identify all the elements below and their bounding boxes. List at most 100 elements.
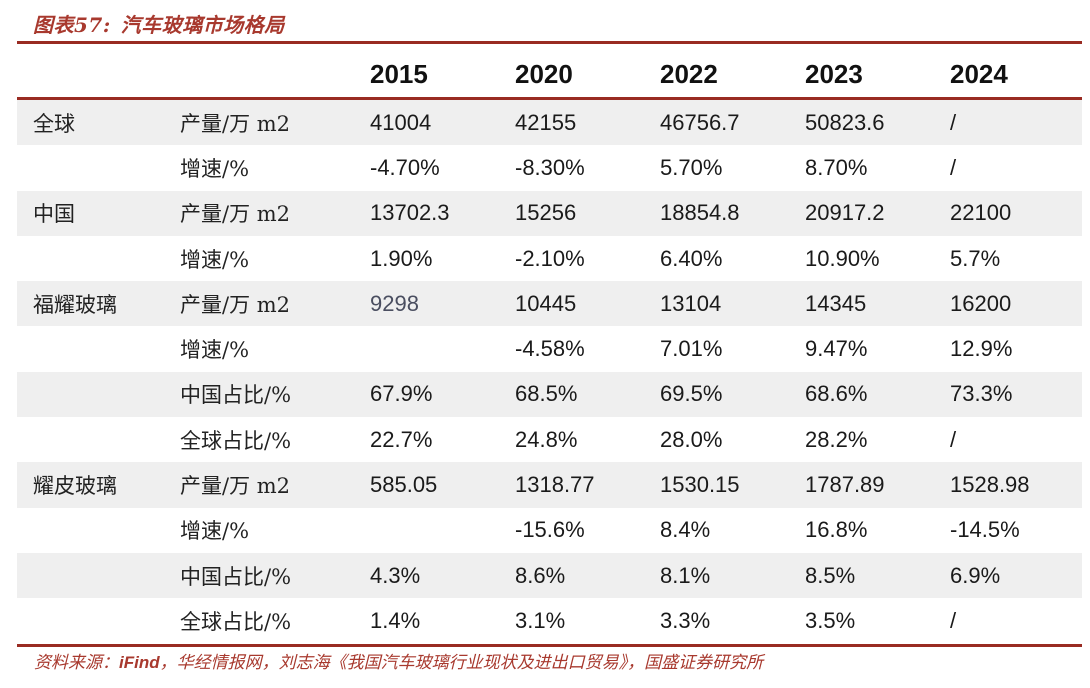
table-row: 增速/% -15.6% 8.4% 16.8% -14.5% [17, 508, 1082, 553]
cell-highlighted: 9298 [370, 290, 419, 316]
row-metric-label: 产量/万 m2 [180, 202, 291, 227]
cell: 1.4% [370, 607, 421, 633]
cell: 9.47% [805, 336, 868, 362]
cell: -15.6% [515, 517, 585, 543]
cell: 1318.77 [515, 472, 595, 498]
cell: 50823.6 [805, 109, 885, 135]
cell: 68.5% [515, 381, 578, 407]
table-row: 福耀玻璃 产量/万 m2 9298 10445 13104 14345 1620… [17, 281, 1082, 327]
cell: 1530.15 [660, 472, 740, 498]
cell: 42155 [515, 109, 577, 135]
cell: 3.5% [805, 607, 856, 633]
table-bottom-rule [17, 643, 1082, 647]
cell: 16200 [950, 290, 1012, 316]
table-top-rule [17, 41, 1082, 44]
row-group-label: 中国 [33, 202, 75, 227]
cell: 8.6% [515, 562, 566, 588]
cell: 5.70% [660, 154, 723, 180]
cell: 13104 [660, 290, 722, 316]
cell: 1787.89 [805, 472, 885, 498]
cell: 15256 [515, 200, 577, 226]
cell: 28.2% [805, 426, 868, 452]
row-metric-label: 增速/% [180, 247, 250, 272]
cell: 3.1% [515, 607, 566, 633]
cell: 22100 [950, 200, 1012, 226]
table-header-row: 2015 2020 2022 2023 2024 [17, 44, 1082, 97]
row-metric-label: 中国占比/% [180, 383, 292, 408]
cell: 16.8% [805, 517, 868, 543]
cell: 1.90% [370, 245, 433, 271]
cell: 6.40% [660, 245, 723, 271]
row-group-label: 福耀玻璃 [33, 292, 117, 317]
cell: 13702.3 [370, 200, 450, 226]
table-row: 中国 产量/万 m2 13702.3 15256 18854.8 20917.2… [17, 190, 1082, 236]
cell: -4.70% [370, 154, 440, 180]
cell: / [950, 607, 957, 633]
figure-caption: 图表57: 汽车玻璃市场格局 [33, 9, 285, 38]
row-metric-label: 产量/万 m2 [180, 474, 291, 499]
table-row: 中国占比/% 4.3% 8.6% 8.1% 8.5% 6.9% [17, 552, 1082, 599]
table-row: 全球 产量/万 m2 41004 42155 46756.7 50823.6 / [17, 100, 1082, 146]
cell: 68.6% [805, 381, 868, 407]
source-note: 资料来源：iFind，华经情报网，刘志海《我国汽车玻璃行业现状及进出口贸易》，国… [34, 648, 763, 673]
cell: 14345 [805, 290, 867, 316]
cell: 41004 [370, 109, 432, 135]
source-rest: ，华经情报网，刘志海《我国汽车玻璃行业现状及进出口贸易》，国盛证券研究所 [159, 653, 764, 673]
column-header-2022: 2022 [660, 59, 718, 89]
column-header-2024: 2024 [950, 59, 1008, 89]
cell: 67.9% [370, 381, 433, 407]
row-metric-label: 产量/万 m2 [180, 111, 291, 136]
table-row: 增速/% -4.70% -8.30% 5.70% 8.70% / [17, 145, 1082, 190]
source-ifind: iFind [119, 653, 160, 672]
header-divider-rule [17, 97, 1082, 100]
column-header-2015: 2015 [370, 59, 428, 89]
row-group-label: 耀皮玻璃 [33, 474, 117, 499]
row-metric-label: 中国占比/% [180, 564, 292, 589]
table-row: 全球占比/% 22.7% 24.8% 28.0% 28.2% / [17, 417, 1082, 462]
table-row: 全球占比/% 1.4% 3.1% 3.3% 3.5% / [17, 598, 1082, 643]
cell: 18854.8 [660, 200, 740, 226]
table-row: 增速/% -4.58% 7.01% 9.47% 12.9% [17, 326, 1082, 371]
cell: 7.01% [660, 336, 723, 362]
cell: 1528.98 [950, 472, 1030, 498]
cell: / [950, 426, 957, 452]
row-metric-label: 全球占比/% [180, 428, 292, 453]
row-metric-label: 产量/万 m2 [180, 292, 291, 317]
cell: 8.5% [805, 562, 856, 588]
table-row: 中国占比/% 67.9% 68.5% 69.5% 68.6% 73.3% [17, 371, 1082, 418]
row-group-label: 全球 [33, 111, 75, 136]
table-row: 耀皮玻璃 产量/万 m2 585.05 1318.77 1530.15 1787… [17, 462, 1082, 508]
cell: 5.7% [950, 245, 1001, 271]
cell: 12.9% [950, 336, 1013, 362]
cell: / [950, 109, 957, 135]
cell: / [950, 154, 957, 180]
cell: 10445 [515, 290, 577, 316]
data-table: 2015 2020 2022 2023 2024 全球 产量/万 m2 4100… [17, 41, 1082, 647]
row-metric-label: 全球占比/% [180, 609, 292, 634]
cell: 73.3% [950, 381, 1013, 407]
cell: -2.10% [515, 245, 585, 271]
cell: 4.3% [370, 562, 421, 588]
cell: 8.4% [660, 517, 711, 543]
row-metric-label: 增速/% [180, 338, 250, 363]
cell: -4.58% [515, 336, 585, 362]
column-header-2023: 2023 [805, 59, 863, 89]
cell: 24.8% [515, 426, 578, 452]
cell: 3.3% [660, 607, 711, 633]
cell: 46756.7 [660, 109, 740, 135]
cell: 28.0% [660, 426, 723, 452]
column-header-2020: 2020 [515, 59, 573, 89]
figure-number: 图表57: [33, 13, 111, 37]
cell: 585.05 [370, 472, 438, 498]
cell: 8.70% [805, 154, 868, 180]
cell: -14.5% [950, 517, 1020, 543]
cell: 6.9% [950, 562, 1001, 588]
cell: 20917.2 [805, 200, 885, 226]
row-metric-label: 增速/% [180, 519, 250, 544]
table-row: 增速/% 1.90% -2.10% 6.40% 10.90% 5.7% [17, 236, 1082, 281]
source-prefix: 资料来源： [34, 653, 119, 673]
cell: 69.5% [660, 381, 723, 407]
cell: 10.90% [805, 245, 880, 271]
cell: 8.1% [660, 562, 711, 588]
